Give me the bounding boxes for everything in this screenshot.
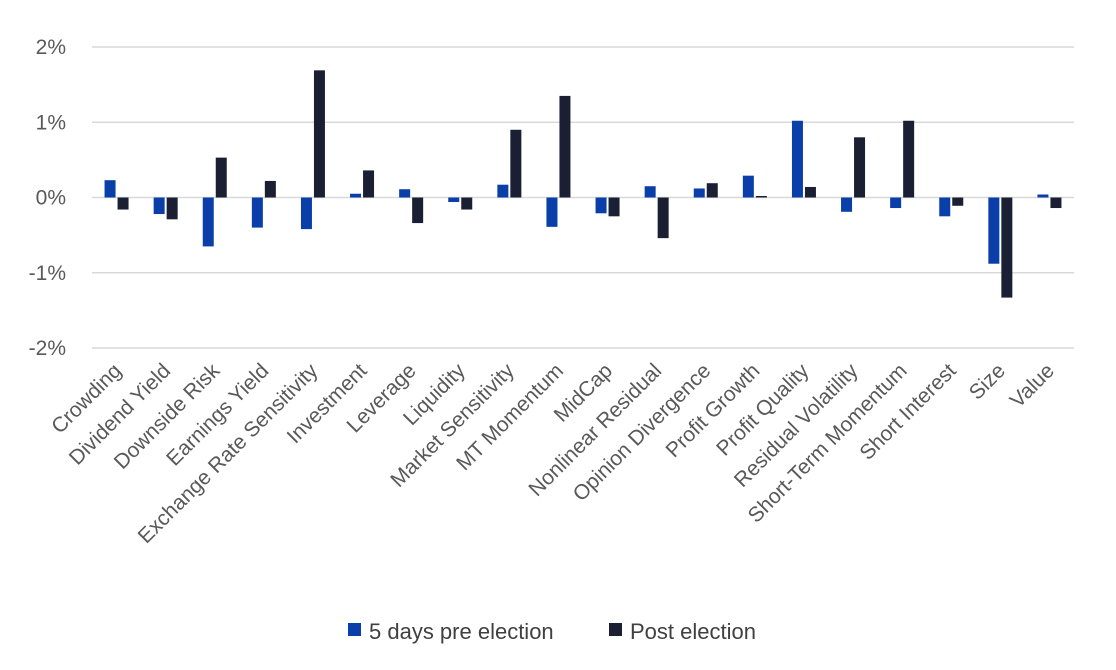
legend-label: Post election: [630, 619, 756, 644]
bar-post-election: [1001, 197, 1013, 298]
bar-post-election: [952, 197, 964, 206]
bar-post-election: [461, 197, 473, 210]
y-tick-label: 1%: [36, 111, 66, 134]
bar-post-election: [166, 197, 178, 220]
legend: 5 days pre election Post election: [348, 619, 756, 644]
category-label: Value: [1006, 359, 1059, 412]
bar-post-election: [755, 195, 767, 198]
bar-pre-election: [644, 186, 656, 198]
bar-pre-election: [202, 197, 214, 247]
bar-post-election: [706, 183, 718, 198]
bar-pre-election: [448, 197, 460, 203]
bar-pre-election: [939, 197, 951, 217]
bar-post-election: [215, 157, 227, 198]
bar-pre-election: [988, 197, 1000, 264]
bar-pre-election: [1037, 194, 1049, 198]
bar-post-election: [608, 197, 620, 217]
y-axis-ticks: 2% 1% 0% -1% -2%: [29, 36, 66, 360]
bar-pre-election: [890, 197, 902, 209]
bar-pre-election: [595, 197, 607, 214]
y-tick-label: -1%: [29, 262, 66, 285]
bar-post-election: [264, 180, 276, 198]
bar-post-election: [804, 186, 816, 198]
bar-pre-election: [399, 189, 411, 198]
bar-pre-election: [104, 180, 116, 198]
legend-swatch: [348, 623, 361, 636]
bar-post-election: [1050, 197, 1062, 209]
bar-pre-election: [693, 188, 705, 198]
bar-pre-election: [497, 184, 509, 198]
bar-post-election: [510, 129, 522, 198]
bar-pre-election: [300, 197, 312, 230]
bar-pre-election: [791, 120, 803, 198]
bar-post-election: [854, 137, 866, 198]
category-label: Size: [965, 359, 1010, 404]
bar-pre-election: [742, 175, 754, 198]
bar-post-election: [412, 197, 424, 224]
bar-post-election: [903, 120, 915, 198]
bar-pre-election: [546, 197, 558, 227]
bar-post-election: [313, 70, 325, 198]
bar-pre-election: [841, 197, 853, 212]
bar-pre-election: [350, 193, 362, 198]
bar-post-election: [117, 197, 129, 210]
gridlines: [92, 46, 1074, 349]
bar-post-election: [363, 170, 375, 198]
legend-swatch: [609, 623, 622, 636]
y-tick-label: -2%: [29, 337, 66, 360]
legend-label: 5 days pre election: [369, 619, 554, 644]
bars: [104, 70, 1062, 298]
bar-post-election: [559, 95, 571, 198]
y-tick-label: 0%: [36, 187, 66, 210]
bar-post-election: [657, 197, 669, 239]
y-tick-label: 2%: [36, 36, 66, 59]
bar-pre-election: [153, 197, 165, 215]
bar-pre-election: [251, 197, 263, 228]
